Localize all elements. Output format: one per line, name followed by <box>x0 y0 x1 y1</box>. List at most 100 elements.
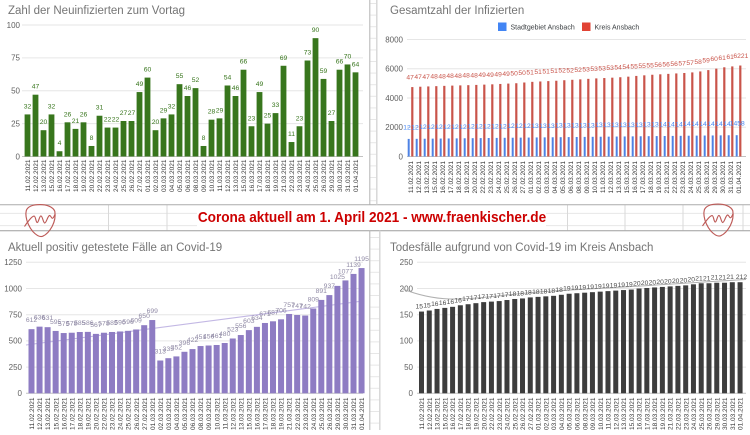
svg-text:55: 55 <box>638 63 646 70</box>
svg-text:16.03.2021: 16.03.2021 <box>249 159 256 192</box>
svg-text:352: 352 <box>171 344 183 351</box>
svg-text:24.03.2021: 24.03.2021 <box>305 159 312 192</box>
svg-text:25.03.2021: 25.03.2021 <box>313 159 320 192</box>
svg-text:51: 51 <box>526 69 534 76</box>
svg-text:12: 12 <box>427 124 435 131</box>
svg-text:29.03.2021: 29.03.2021 <box>329 159 336 192</box>
svg-text:75: 75 <box>11 54 20 63</box>
svg-text:461: 461 <box>211 333 223 340</box>
svg-text:22.02.2021: 22.02.2021 <box>480 161 487 194</box>
svg-text:25.02.2021: 25.02.2021 <box>126 397 133 430</box>
svg-text:20: 20 <box>687 276 695 283</box>
svg-text:26.03.2021: 26.03.2021 <box>327 397 334 430</box>
svg-text:49: 49 <box>494 71 502 78</box>
svg-text:8: 8 <box>202 135 206 142</box>
svg-text:891: 891 <box>316 288 328 295</box>
svg-text:742: 742 <box>300 304 312 311</box>
svg-text:11.03.2021: 11.03.2021 <box>217 159 224 191</box>
svg-text:14: 14 <box>691 121 699 128</box>
svg-text:595: 595 <box>50 319 62 326</box>
svg-text:12: 12 <box>499 123 507 130</box>
svg-text:52: 52 <box>192 77 200 84</box>
svg-text:13: 13 <box>619 122 627 129</box>
svg-text:Zahl der Neuinfizierten zum Vo: Zahl der Neuinfizierten zum Vortag <box>8 5 185 17</box>
svg-text:59: 59 <box>320 68 328 75</box>
svg-text:13: 13 <box>651 122 659 129</box>
svg-text:25: 25 <box>264 113 272 120</box>
svg-text:12: 12 <box>515 123 523 130</box>
svg-text:27: 27 <box>128 110 136 117</box>
svg-text:20: 20 <box>664 278 672 285</box>
svg-text:0: 0 <box>18 389 23 398</box>
svg-text:19: 19 <box>563 286 571 293</box>
svg-text:51: 51 <box>550 68 558 75</box>
svg-text:32: 32 <box>48 103 56 110</box>
svg-text:18.03.2021: 18.03.2021 <box>265 159 272 192</box>
svg-text:03.03.2021: 03.03.2021 <box>166 397 173 430</box>
svg-text:29: 29 <box>160 107 168 114</box>
svg-text:55: 55 <box>646 62 654 69</box>
svg-text:24.03.2021: 24.03.2021 <box>311 397 318 430</box>
svg-text:17.03.2021: 17.03.2021 <box>644 397 651 430</box>
svg-text:16.02.2021: 16.02.2021 <box>450 397 457 430</box>
svg-text:11.03.2021: 11.03.2021 <box>606 397 613 429</box>
svg-text:671: 671 <box>259 311 271 318</box>
svg-text:01.03.2021: 01.03.2021 <box>528 161 535 194</box>
svg-text:21: 21 <box>72 118 80 125</box>
svg-text:17: 17 <box>470 295 478 302</box>
svg-text:21.03.2021: 21.03.2021 <box>287 397 294 430</box>
svg-text:17: 17 <box>462 296 470 303</box>
svg-text:01.03.2021: 01.03.2021 <box>145 159 152 192</box>
svg-text:1195: 1195 <box>354 256 369 263</box>
svg-text:28: 28 <box>208 109 216 116</box>
svg-text:03.03.2021: 03.03.2021 <box>544 161 551 194</box>
svg-text:21: 21 <box>695 275 703 282</box>
svg-text:809: 809 <box>308 297 320 304</box>
svg-text:13: 13 <box>643 122 651 129</box>
svg-text:21.03.2021: 21.03.2021 <box>281 159 288 192</box>
svg-text:590: 590 <box>114 319 126 326</box>
svg-text:23.02.2021: 23.02.2021 <box>497 397 504 430</box>
svg-text:60: 60 <box>710 56 718 63</box>
svg-text:15.02.2021: 15.02.2021 <box>442 397 449 430</box>
svg-text:609: 609 <box>130 317 142 324</box>
svg-text:19: 19 <box>579 285 587 292</box>
svg-text:18: 18 <box>509 291 517 298</box>
svg-text:30.03.2021: 30.03.2021 <box>722 397 729 430</box>
svg-text:26.03.2021: 26.03.2021 <box>321 159 328 192</box>
svg-text:19.03.2021: 19.03.2021 <box>660 397 667 430</box>
svg-text:13: 13 <box>531 123 539 130</box>
svg-text:750: 750 <box>9 311 23 320</box>
svg-text:21: 21 <box>703 275 711 282</box>
svg-text:16.03.2021: 16.03.2021 <box>632 161 639 194</box>
svg-text:19: 19 <box>610 283 618 290</box>
svg-text:54: 54 <box>614 65 622 72</box>
svg-text:11.02.2021: 11.02.2021 <box>25 159 32 191</box>
svg-text:05.03.2021: 05.03.2021 <box>560 161 567 194</box>
svg-text:66: 66 <box>240 59 248 66</box>
svg-text:636: 636 <box>34 315 46 322</box>
svg-text:25.02.2021: 25.02.2021 <box>512 397 519 430</box>
svg-text:31.03.2021: 31.03.2021 <box>345 159 352 192</box>
svg-text:17.02.2021: 17.02.2021 <box>65 159 72 192</box>
svg-text:15.03.2021: 15.03.2021 <box>241 159 248 192</box>
svg-text:0: 0 <box>409 389 414 398</box>
svg-text:18: 18 <box>540 288 548 295</box>
svg-text:23.03.2021: 23.03.2021 <box>683 397 690 430</box>
svg-text:70: 70 <box>344 53 352 60</box>
svg-text:23.03.2021: 23.03.2021 <box>297 159 304 192</box>
svg-text:20: 20 <box>656 279 664 286</box>
svg-text:20.02.2021: 20.02.2021 <box>481 397 488 430</box>
svg-text:250: 250 <box>9 363 23 372</box>
svg-text:48: 48 <box>446 73 454 80</box>
svg-text:61: 61 <box>718 55 726 62</box>
svg-text:937: 937 <box>324 283 336 290</box>
svg-text:25.03.2021: 25.03.2021 <box>319 397 326 430</box>
svg-text:22: 22 <box>104 117 112 124</box>
svg-text:480: 480 <box>219 331 231 338</box>
svg-text:16.03.2021: 16.03.2021 <box>637 397 644 430</box>
svg-text:19: 19 <box>571 285 579 292</box>
svg-text:22.03.2021: 22.03.2021 <box>672 161 679 194</box>
svg-text:21: 21 <box>719 275 727 282</box>
svg-text:20.02.2021: 20.02.2021 <box>94 397 101 430</box>
